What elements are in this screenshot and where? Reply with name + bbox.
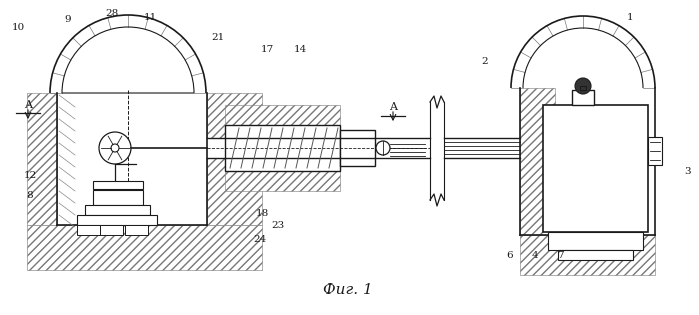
Bar [77,225,100,235]
Bar [77,215,157,225]
Wedge shape [50,15,206,93]
Bar [125,225,148,235]
Circle shape [575,78,591,94]
Bar [0,0,270,270]
Text: 4: 4 [532,250,538,260]
Text: 7: 7 [556,250,563,260]
Bar [207,0,437,55]
Text: 11: 11 [143,14,157,22]
Bar [520,88,655,235]
Text: 24: 24 [253,236,266,244]
Text: 1: 1 [627,14,633,22]
Bar [207,160,437,250]
Circle shape [99,132,131,164]
Bar [100,225,123,235]
Bar [520,235,655,275]
Text: Фиг. 1: Фиг. 1 [323,283,373,297]
Bar [93,190,143,205]
Bar [207,138,437,158]
Bar [558,250,633,260]
Bar [225,105,340,125]
Text: A: A [24,100,32,110]
Bar [57,93,207,225]
Text: 3: 3 [685,168,691,176]
Bar [207,93,262,225]
Bar [340,130,375,166]
Text: 23: 23 [271,220,284,230]
Bar [548,232,643,250]
Bar [93,181,143,189]
Text: 6: 6 [507,250,513,260]
Bar [520,88,555,235]
Text: 18: 18 [255,209,268,217]
Text: A: A [389,102,397,112]
Circle shape [376,141,390,155]
Bar [225,171,340,191]
Text: 12: 12 [23,170,36,180]
Bar [572,90,594,105]
Text: 21: 21 [211,33,224,43]
Text: 9: 9 [65,15,71,25]
Text: 17: 17 [260,45,273,54]
Text: 14: 14 [294,45,307,54]
Bar [27,93,57,225]
Text: 10: 10 [11,24,24,32]
Bar [543,105,648,232]
Text: 8: 8 [27,191,34,199]
Wedge shape [511,16,655,88]
Text: 28: 28 [106,9,119,19]
Bar [27,225,262,270]
Bar [580,86,586,90]
Bar [648,137,662,165]
Text: 2: 2 [482,58,489,66]
Bar [225,125,340,171]
Circle shape [111,144,119,152]
Bar [85,205,150,215]
Bar [450,0,699,275]
